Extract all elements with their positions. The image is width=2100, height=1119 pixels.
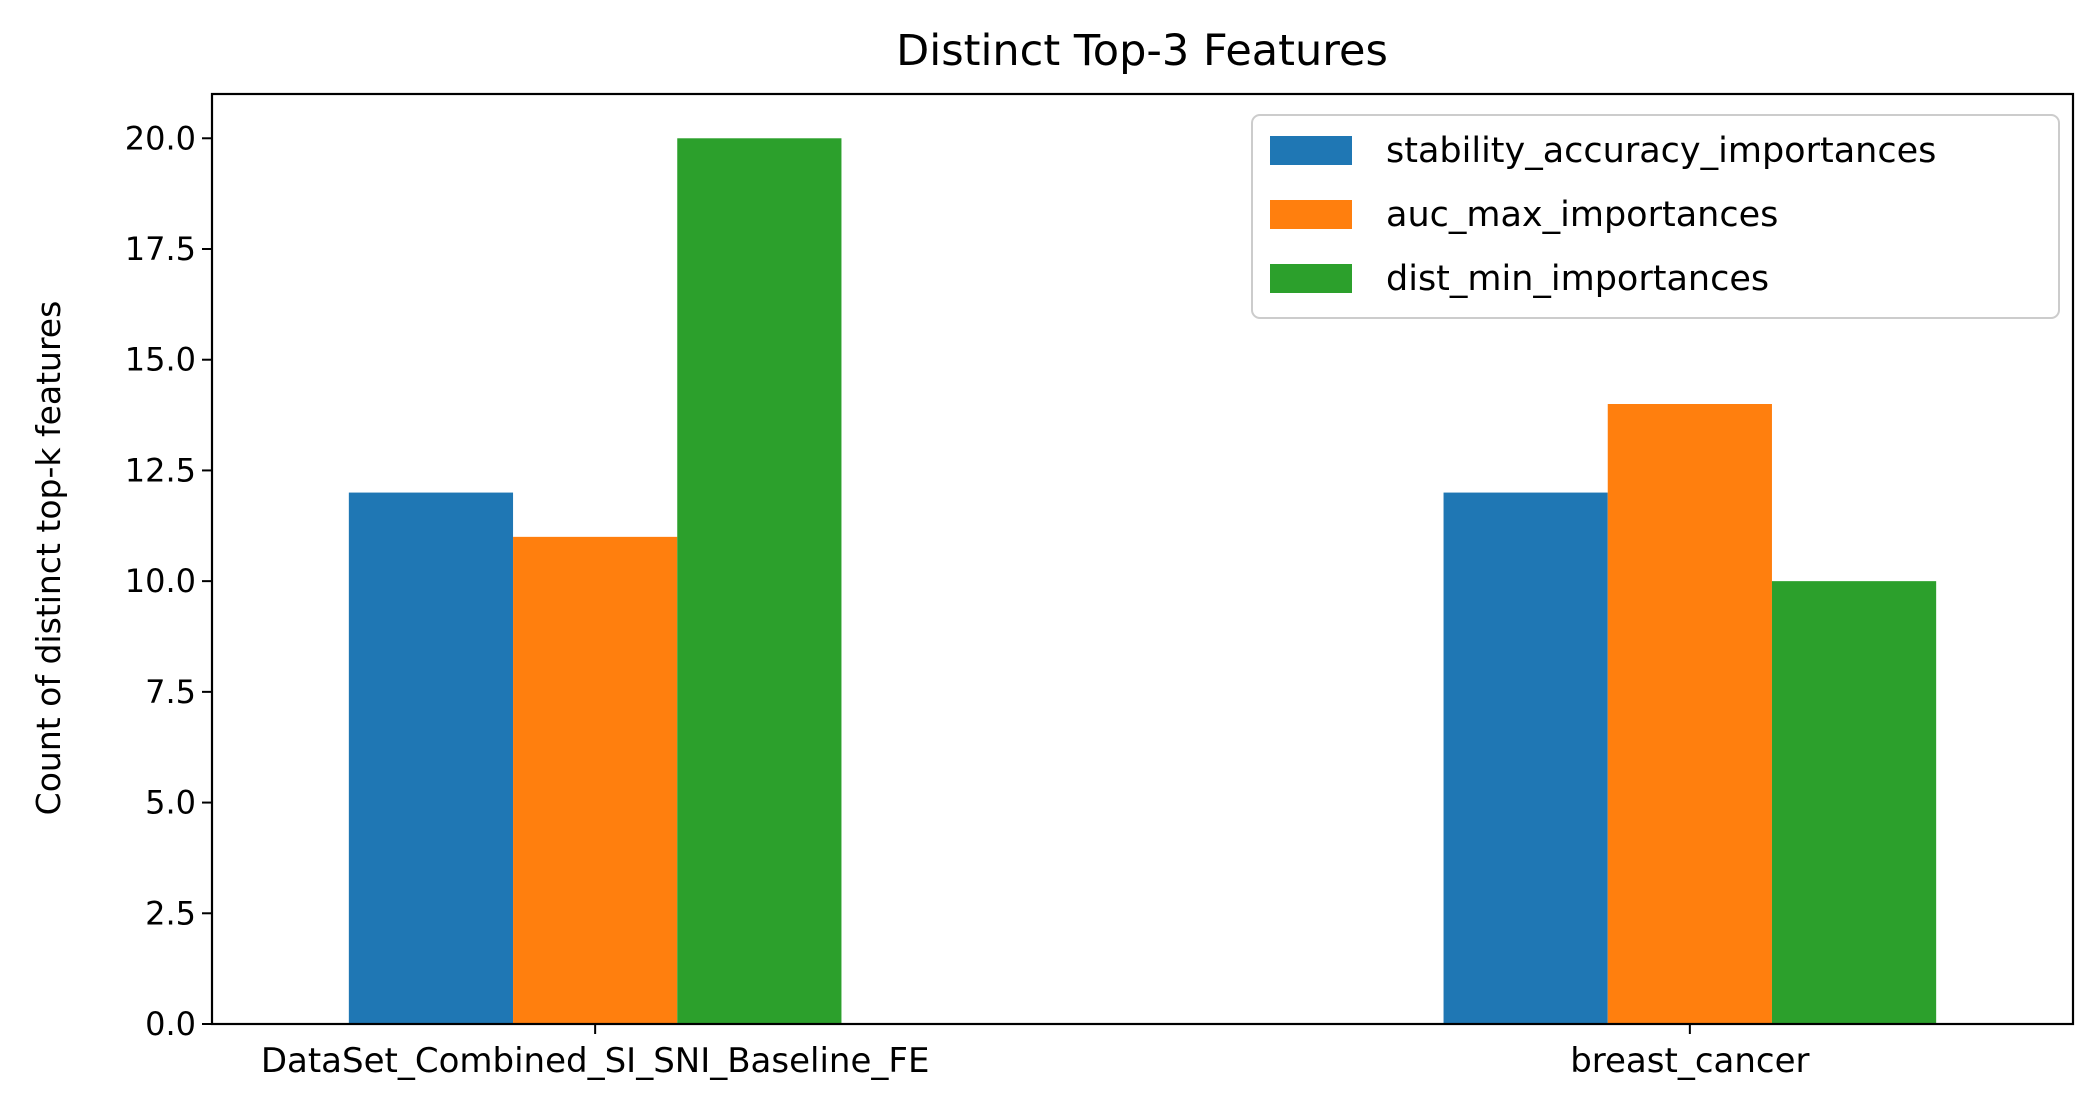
bar <box>1607 404 1772 1024</box>
legend-swatch <box>1270 264 1352 293</box>
y-tick-label: 0.0 <box>145 1005 196 1043</box>
y-tick-label: 15.0 <box>125 341 196 379</box>
bar <box>348 492 514 1025</box>
y-tick-label: 20.0 <box>125 119 196 157</box>
legend-label: dist_min_importances <box>1386 259 1769 299</box>
y-tick-label: 17.5 <box>125 230 196 268</box>
legend-swatch <box>1270 136 1352 165</box>
chart-title: Distinct Top-3 Features <box>896 26 1388 76</box>
legend-label: stability_accuracy_importances <box>1386 131 1936 171</box>
y-axis-ticks: 0.0 2.5 5.0 7.5 10.0 12.5 15.0 17.5 20.0 <box>125 119 212 1043</box>
legend-label: auc_max_importances <box>1386 195 1778 235</box>
y-tick-label: 10.0 <box>125 562 196 600</box>
bar <box>1771 581 1937 1024</box>
y-tick-label: 7.5 <box>145 673 196 711</box>
bar-series-group <box>348 138 1937 1025</box>
legend-box <box>1251 114 2060 319</box>
bar <box>513 536 678 1024</box>
legend-swatch <box>1270 200 1352 229</box>
x-tick-label: breast_cancer <box>1570 1041 1809 1081</box>
x-axis-ticks: DataSet_Combined_SI_SNI_Baseline_FE breas… <box>261 1024 1810 1081</box>
bar <box>1443 492 1608 1025</box>
plot-frame <box>210 92 2075 1026</box>
y-tick-label: 2.5 <box>145 894 196 932</box>
y-axis-label: Count of distinct top-k features <box>29 301 68 816</box>
bar <box>677 138 842 1025</box>
y-tick-label: 5.0 <box>145 784 196 822</box>
y-tick-label: 12.5 <box>125 451 196 489</box>
legend: stability_accuracy_importances auc_max_i… <box>1251 114 2060 319</box>
x-tick-label: DataSet_Combined_SI_SNI_Baseline_FE <box>261 1041 930 1081</box>
